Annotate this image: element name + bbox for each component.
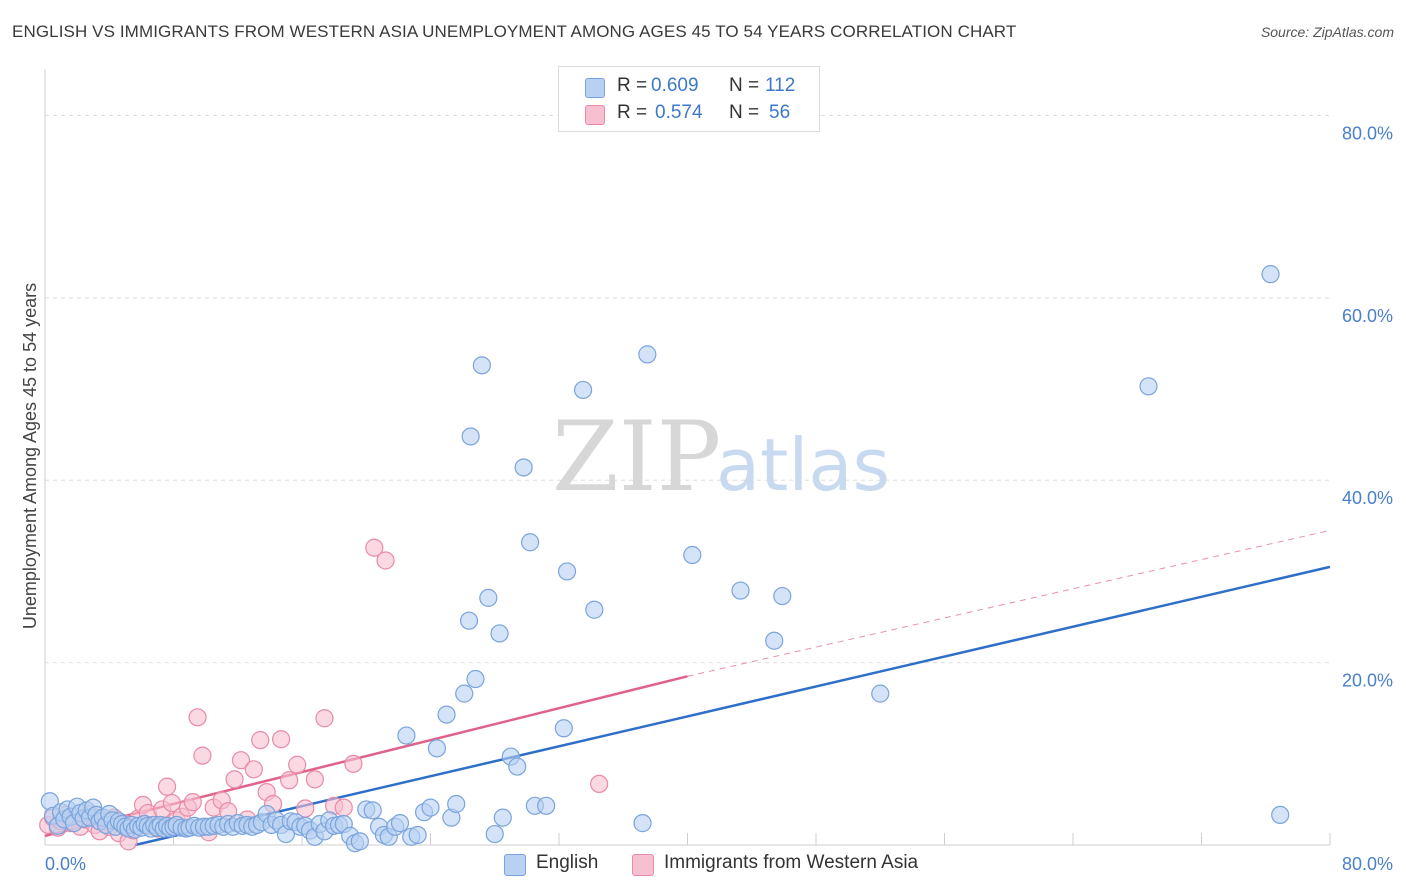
english-point — [397, 726, 416, 745]
legend-r-value: 0.574 — [655, 102, 703, 123]
english-point — [537, 796, 556, 815]
immigrants-point — [305, 770, 324, 789]
immigrants-point — [251, 731, 270, 750]
watermark-zip: ZIP — [552, 401, 721, 513]
watermark-atlas: atlas — [716, 423, 890, 507]
immigrants-point — [376, 551, 395, 570]
english-point — [408, 825, 427, 845]
immigrants-point — [590, 774, 609, 794]
english-point — [557, 562, 577, 581]
legend-r-label: R = — [617, 75, 648, 96]
english-point — [459, 611, 479, 630]
legend-n-value: 56 — [769, 102, 791, 123]
english-point — [461, 427, 480, 446]
english-point — [427, 739, 447, 758]
english-point — [765, 631, 784, 650]
immigrants-point — [157, 777, 177, 796]
y-tick-label: 40.0% — [1342, 488, 1393, 508]
immigrants-point — [183, 793, 202, 812]
y-tick-label: 80.0% — [1342, 123, 1393, 143]
immigrants-point — [315, 709, 334, 728]
immigrants-point — [288, 755, 307, 774]
english-trend-line — [134, 565, 1331, 847]
english-point — [466, 669, 485, 689]
immigrants-point — [365, 538, 384, 557]
english-point — [633, 814, 652, 833]
y-tick-labels: 20.0% 40.0% 60.0% 80.0% — [1342, 123, 1393, 690]
immigrants-point — [225, 770, 244, 789]
bottom-legend-label-immigrants: Immigrants from Western Asia — [664, 852, 919, 873]
x-tick-label: 0.0% — [45, 854, 86, 874]
english-point — [1261, 265, 1280, 284]
chart-title: ENGLISH VS IMMIGRANTS FROM WESTERN ASIA … — [12, 22, 1017, 41]
immigrants-point — [244, 760, 263, 779]
english-point — [683, 545, 702, 565]
immigrants-point — [272, 730, 291, 749]
trend-lines — [44, 529, 1331, 847]
english-point — [871, 684, 890, 703]
english-point — [390, 814, 410, 833]
bottom-legend-swatch-immigrants — [632, 854, 654, 876]
legend-n-label: N = — [729, 102, 760, 123]
english-point — [350, 832, 369, 851]
english-point — [421, 798, 440, 817]
y-tick-label: 20.0% — [1342, 671, 1393, 691]
english-point — [554, 719, 573, 738]
english-point — [514, 458, 533, 477]
immigrants-point — [344, 754, 363, 773]
legend-swatch-english — [585, 78, 605, 98]
english-point — [437, 705, 456, 724]
y-tick-label: 60.0% — [1342, 306, 1393, 326]
english-point — [472, 356, 491, 375]
english-point — [485, 824, 504, 844]
immigrants-point — [188, 708, 207, 727]
immigrants-point — [193, 746, 212, 765]
immigrants-point — [280, 771, 299, 790]
bottom-legend-swatch-english — [504, 854, 526, 876]
data-points — [39, 265, 1290, 853]
immigrants-point — [334, 798, 353, 817]
legend: R = 0.609 N = 112 R = 0.574 N = 56 — [558, 66, 820, 132]
english-point — [447, 794, 466, 814]
watermark: ZIP atlas — [552, 401, 890, 513]
legend-n-label: N = — [729, 75, 760, 96]
bottom-legend-label-english: English — [536, 852, 599, 873]
legend-n-value: 112 — [765, 75, 796, 96]
english-point — [493, 808, 512, 827]
english-point — [573, 380, 593, 400]
english-point — [585, 600, 604, 619]
x-tick-label: 80.0% — [1342, 854, 1393, 874]
english-point — [363, 801, 382, 820]
english-point — [520, 533, 540, 552]
english-point — [490, 624, 509, 643]
english-point — [638, 345, 657, 364]
english-point — [773, 586, 792, 606]
immigrants-point — [231, 751, 251, 770]
x-tick-labels: 0.0% 80.0% — [45, 854, 1393, 874]
english-point — [455, 684, 474, 703]
y-axis-label: Unemployment Among Ages 45 to 54 years — [20, 283, 40, 629]
english-point — [1271, 805, 1290, 825]
source-label: Source: ZipAtlas.com — [1260, 24, 1394, 40]
legend-r-value: 0.609 — [651, 75, 699, 96]
english-point — [731, 581, 750, 600]
legend-swatch-immigrants — [585, 105, 605, 125]
english-point — [1139, 377, 1158, 396]
english-point — [508, 757, 527, 776]
english-point — [479, 588, 498, 607]
legend-r-label: R = — [617, 102, 648, 123]
